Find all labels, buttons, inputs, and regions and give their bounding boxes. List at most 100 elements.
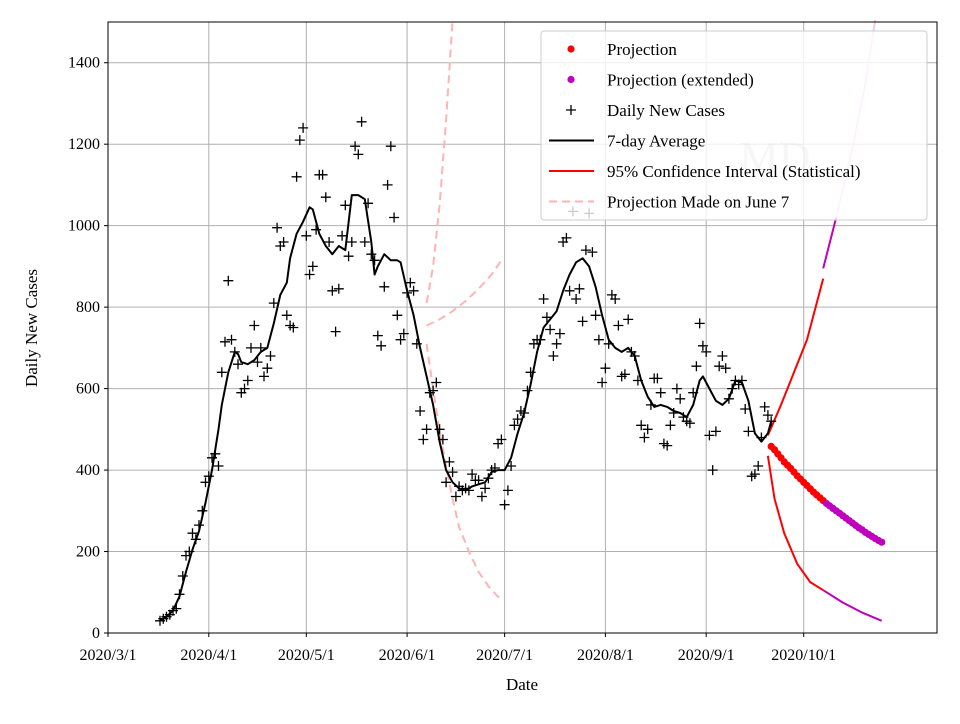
daily-case-point xyxy=(369,255,380,266)
x-tick-label: 2020/6/1 xyxy=(379,647,436,664)
daily-case-point xyxy=(483,473,494,484)
daily-case-point xyxy=(200,477,211,488)
daily-case-point xyxy=(541,312,552,323)
daily-case-point xyxy=(301,230,312,241)
daily-case-point xyxy=(613,320,624,331)
daily-case-point xyxy=(190,534,201,545)
daily-case-point xyxy=(213,461,224,471)
legend-label: Projection Made on June 7 xyxy=(607,193,790,212)
daily-case-point xyxy=(268,298,279,309)
daily-case-point xyxy=(619,369,630,380)
legend-box xyxy=(540,30,928,221)
legend-dot-icon xyxy=(567,45,575,53)
legend-plus-icon xyxy=(566,105,576,115)
daily-case-point xyxy=(340,200,351,211)
x-axis-ticks: 2020/3/1 2020/4/1 2020/5/1 2020/6/1 2020/7/1… xyxy=(80,633,836,664)
daily-case-point xyxy=(522,385,533,396)
daily-case-point xyxy=(359,237,370,247)
daily-case-point xyxy=(623,314,634,325)
legend: Projection Projection (extended) Daily New… xyxy=(540,30,928,221)
daily-case-point xyxy=(327,285,338,296)
x-tick-label: 2020/7/1 xyxy=(476,647,533,664)
x-axis-label: Date xyxy=(506,675,538,694)
daily-case-point xyxy=(171,603,182,614)
daily-case-point xyxy=(252,357,263,368)
daily-case-point xyxy=(408,285,419,296)
daily-case-point xyxy=(304,269,315,280)
daily-case-point xyxy=(480,483,491,494)
june7-projection-middle-line xyxy=(426,259,503,327)
legend-label: Projection xyxy=(607,40,677,59)
y-tick-label: 0 xyxy=(92,625,100,642)
y-tick-label: 600 xyxy=(76,381,100,398)
daily-case-point xyxy=(249,320,260,331)
daily-case-point xyxy=(749,469,760,480)
daily-case-point xyxy=(610,294,621,304)
daily-case-point xyxy=(512,414,523,425)
daily-case-point xyxy=(447,467,458,478)
daily-case-point xyxy=(350,141,361,152)
daily-case-point xyxy=(629,351,640,361)
daily-case-point xyxy=(704,430,715,441)
daily-case-point xyxy=(762,410,773,421)
plot-frame xyxy=(107,21,938,634)
daily-case-point xyxy=(717,351,728,361)
daily-case-point xyxy=(187,528,198,539)
daily-case-point xyxy=(434,424,445,435)
daily-case-point xyxy=(707,465,718,476)
daily-case-point xyxy=(307,261,318,272)
y-tick-label: 1200 xyxy=(68,136,100,153)
y-tick-label: 400 xyxy=(76,462,100,479)
daily-case-point xyxy=(489,463,500,473)
daily-case-point xyxy=(697,340,708,351)
daily-case-point xyxy=(324,237,335,247)
daily-case-point xyxy=(392,310,403,321)
legend-entry: Projection Made on June 7 xyxy=(549,193,790,212)
x-tick-label: 2020/8/1 xyxy=(577,647,634,664)
daily-case-point xyxy=(639,432,650,443)
daily-case-point xyxy=(281,310,292,321)
daily-case-point xyxy=(551,338,562,349)
daily-case-point xyxy=(288,322,299,333)
daily-case-point xyxy=(291,171,302,182)
legend-label: Projection (extended) xyxy=(607,71,754,90)
june7-projection-lower-line xyxy=(425,343,503,602)
daily-case-point xyxy=(216,367,227,378)
daily-case-point xyxy=(554,328,565,339)
daily-case-point xyxy=(545,324,556,335)
x-tick-label: 2020/5/1 xyxy=(278,647,335,664)
daily-case-point xyxy=(759,401,770,412)
daily-case-point xyxy=(320,192,331,203)
daily-case-point xyxy=(600,363,611,374)
daily-case-point xyxy=(194,520,204,531)
x-tick-label: 2020/3/1 xyxy=(80,647,137,664)
daily-case-point xyxy=(714,361,725,372)
daily-case-point xyxy=(694,318,705,329)
daily-case-point xyxy=(337,230,348,241)
daily-case-point xyxy=(239,383,250,394)
daily-case-point xyxy=(564,285,575,296)
daily-case-point xyxy=(743,426,754,437)
daily-case-point xyxy=(389,212,400,223)
daily-case-point xyxy=(356,116,367,127)
legend-label: Daily New Cases xyxy=(607,101,725,120)
daily-case-point xyxy=(525,367,536,378)
daily-case-point xyxy=(519,408,530,418)
y-axis-ticks: 0 200 400 600 800 1000 1200 1400 xyxy=(68,55,108,642)
daily-case-point xyxy=(431,377,442,388)
legend-entry: Projection xyxy=(567,40,677,59)
daily-case-point xyxy=(379,281,390,292)
daily-case-point xyxy=(467,469,478,480)
daily-case-point xyxy=(463,485,474,496)
daily-case-point xyxy=(382,179,393,190)
daily-case-point xyxy=(574,283,585,294)
ci-lower-line xyxy=(766,455,824,592)
daily-case-point xyxy=(346,237,357,247)
june7-projection-upper-line xyxy=(425,19,454,304)
daily-case-point xyxy=(701,346,712,357)
daily-case-point xyxy=(577,316,588,327)
daily-case-point xyxy=(246,342,256,353)
daily-case-point xyxy=(535,334,546,345)
daily-case-point xyxy=(333,283,344,294)
daily-case-point xyxy=(502,485,513,496)
